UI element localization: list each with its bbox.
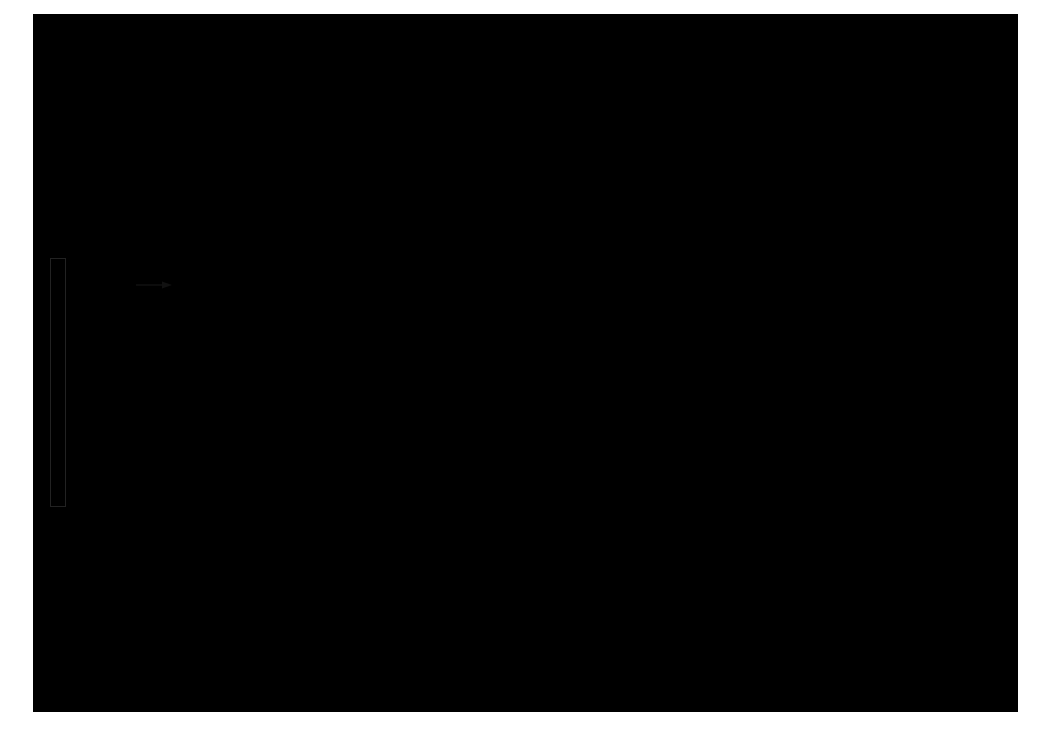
colorbar-gradient [50, 258, 66, 507]
scale-arrow-icon [136, 281, 172, 289]
ocean-base [33, 14, 1018, 712]
depth-legend-line [50, 547, 122, 549]
